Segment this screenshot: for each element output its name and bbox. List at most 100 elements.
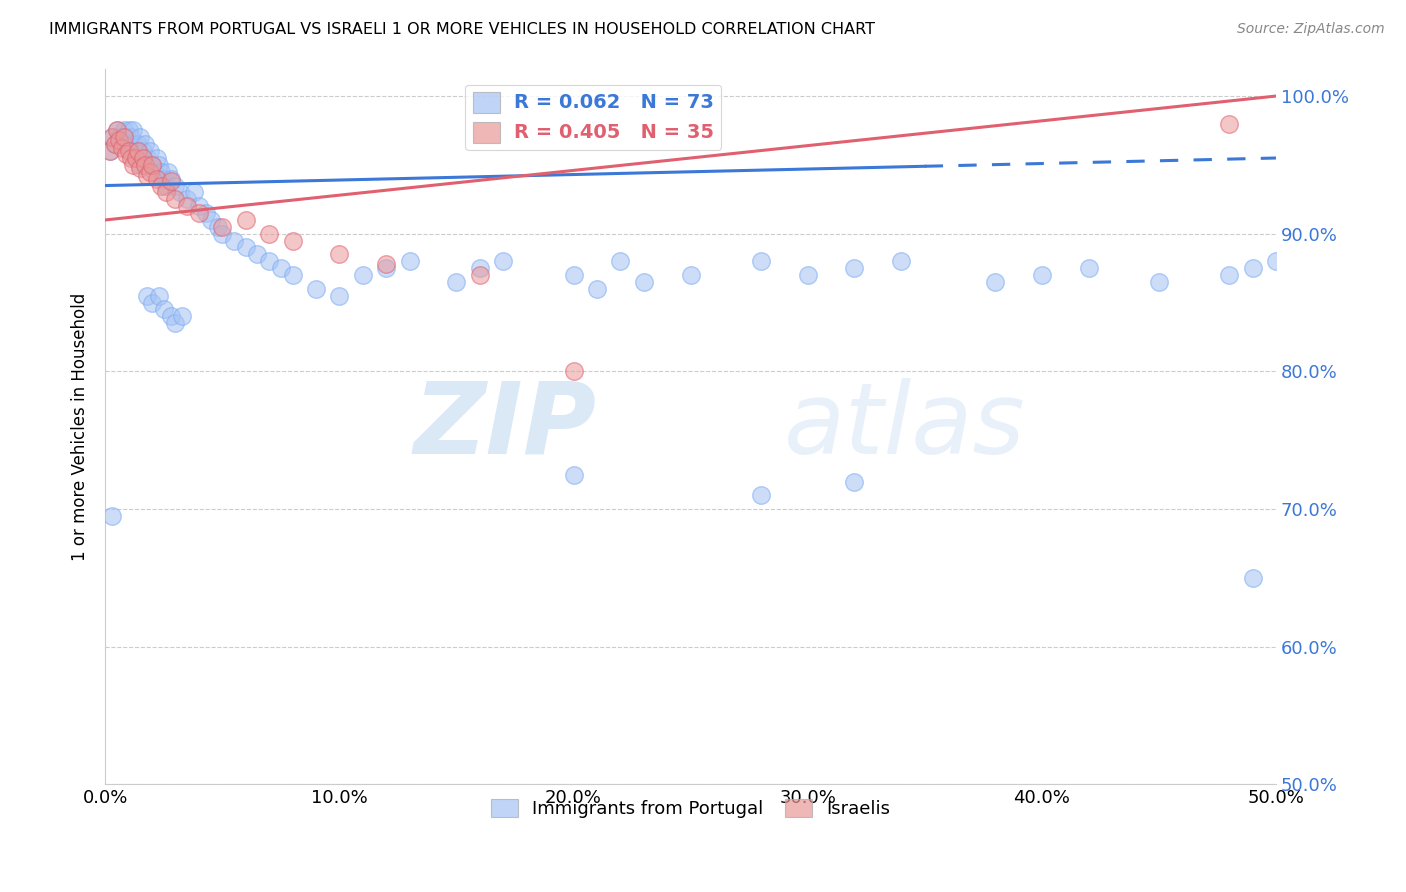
Point bbox=[152, 302, 174, 317]
Point bbox=[375, 257, 398, 271]
Point bbox=[120, 151, 142, 165]
Point bbox=[124, 151, 146, 165]
Point bbox=[124, 151, 146, 165]
Point bbox=[150, 165, 173, 179]
Text: atlas: atlas bbox=[785, 378, 1026, 475]
Point bbox=[112, 130, 135, 145]
Point bbox=[148, 288, 170, 302]
Point bbox=[157, 165, 180, 179]
Point bbox=[328, 247, 350, 261]
Point bbox=[165, 316, 187, 330]
Point bbox=[492, 254, 515, 268]
Point bbox=[1218, 268, 1240, 282]
Point bbox=[159, 171, 181, 186]
Point bbox=[609, 254, 631, 268]
Point bbox=[129, 130, 152, 145]
Point bbox=[165, 178, 187, 193]
Point bbox=[136, 169, 159, 183]
Point bbox=[120, 144, 142, 158]
Point bbox=[633, 275, 655, 289]
Point bbox=[211, 227, 233, 241]
Point bbox=[844, 475, 866, 489]
Point bbox=[165, 192, 187, 206]
Point bbox=[446, 275, 468, 289]
Y-axis label: 1 or more Vehicles in Household: 1 or more Vehicles in Household bbox=[72, 293, 89, 560]
Point bbox=[211, 219, 233, 234]
Point bbox=[562, 268, 585, 282]
Point bbox=[112, 123, 135, 137]
Point bbox=[1241, 571, 1264, 585]
Point bbox=[749, 254, 772, 268]
Point bbox=[328, 288, 350, 302]
Point bbox=[749, 488, 772, 502]
Point bbox=[200, 213, 222, 227]
Point bbox=[281, 234, 304, 248]
Point bbox=[143, 165, 166, 179]
Point bbox=[141, 158, 163, 172]
Point bbox=[183, 186, 205, 200]
Point bbox=[176, 192, 198, 206]
Legend: Immigrants from Portugal, Israelis: Immigrants from Portugal, Israelis bbox=[484, 792, 898, 825]
Point bbox=[127, 144, 149, 158]
Point bbox=[120, 130, 142, 145]
Point bbox=[257, 254, 280, 268]
Point bbox=[150, 178, 173, 193]
Point bbox=[101, 130, 124, 145]
Text: Source: ZipAtlas.com: Source: ZipAtlas.com bbox=[1237, 22, 1385, 37]
Point bbox=[98, 144, 121, 158]
Point bbox=[129, 158, 152, 172]
Point bbox=[155, 178, 177, 193]
Point bbox=[281, 268, 304, 282]
Point bbox=[110, 141, 132, 155]
Point bbox=[131, 151, 153, 165]
Point bbox=[187, 199, 209, 213]
Point bbox=[1265, 254, 1288, 268]
Point bbox=[1031, 268, 1053, 282]
Point bbox=[103, 137, 125, 152]
Point bbox=[222, 234, 245, 248]
Point bbox=[172, 310, 194, 324]
Point bbox=[375, 261, 398, 276]
Point bbox=[115, 147, 138, 161]
Point bbox=[108, 133, 131, 147]
Point bbox=[115, 130, 138, 145]
Point bbox=[101, 508, 124, 523]
Point bbox=[890, 254, 912, 268]
Point bbox=[127, 144, 149, 158]
Point bbox=[235, 213, 257, 227]
Point bbox=[105, 123, 128, 137]
Point bbox=[148, 158, 170, 172]
Point bbox=[159, 174, 181, 188]
Point bbox=[844, 261, 866, 276]
Point bbox=[136, 151, 159, 165]
Point bbox=[270, 261, 292, 276]
Point bbox=[138, 165, 160, 179]
Point bbox=[305, 282, 328, 296]
Point bbox=[108, 130, 131, 145]
Point bbox=[110, 137, 132, 152]
Point bbox=[1077, 261, 1099, 276]
Point bbox=[679, 268, 702, 282]
Point bbox=[586, 282, 609, 296]
Point bbox=[1147, 275, 1170, 289]
Point bbox=[122, 137, 145, 152]
Point bbox=[246, 247, 269, 261]
Text: IMMIGRANTS FROM PORTUGAL VS ISRAELI 1 OR MORE VEHICLES IN HOUSEHOLD CORRELATION : IMMIGRANTS FROM PORTUGAL VS ISRAELI 1 OR… bbox=[49, 22, 875, 37]
Point bbox=[562, 364, 585, 378]
Point bbox=[101, 130, 124, 145]
Point bbox=[117, 137, 139, 152]
Point bbox=[145, 171, 167, 186]
Point bbox=[141, 158, 163, 172]
Point bbox=[134, 158, 156, 172]
Point bbox=[352, 268, 374, 282]
Point bbox=[257, 227, 280, 241]
Point bbox=[159, 310, 181, 324]
Point bbox=[194, 206, 217, 220]
Point bbox=[207, 219, 229, 234]
Point bbox=[468, 261, 491, 276]
Point bbox=[103, 137, 125, 152]
Point bbox=[176, 199, 198, 213]
Text: ZIP: ZIP bbox=[413, 378, 598, 475]
Point bbox=[155, 186, 177, 200]
Point bbox=[131, 151, 153, 165]
